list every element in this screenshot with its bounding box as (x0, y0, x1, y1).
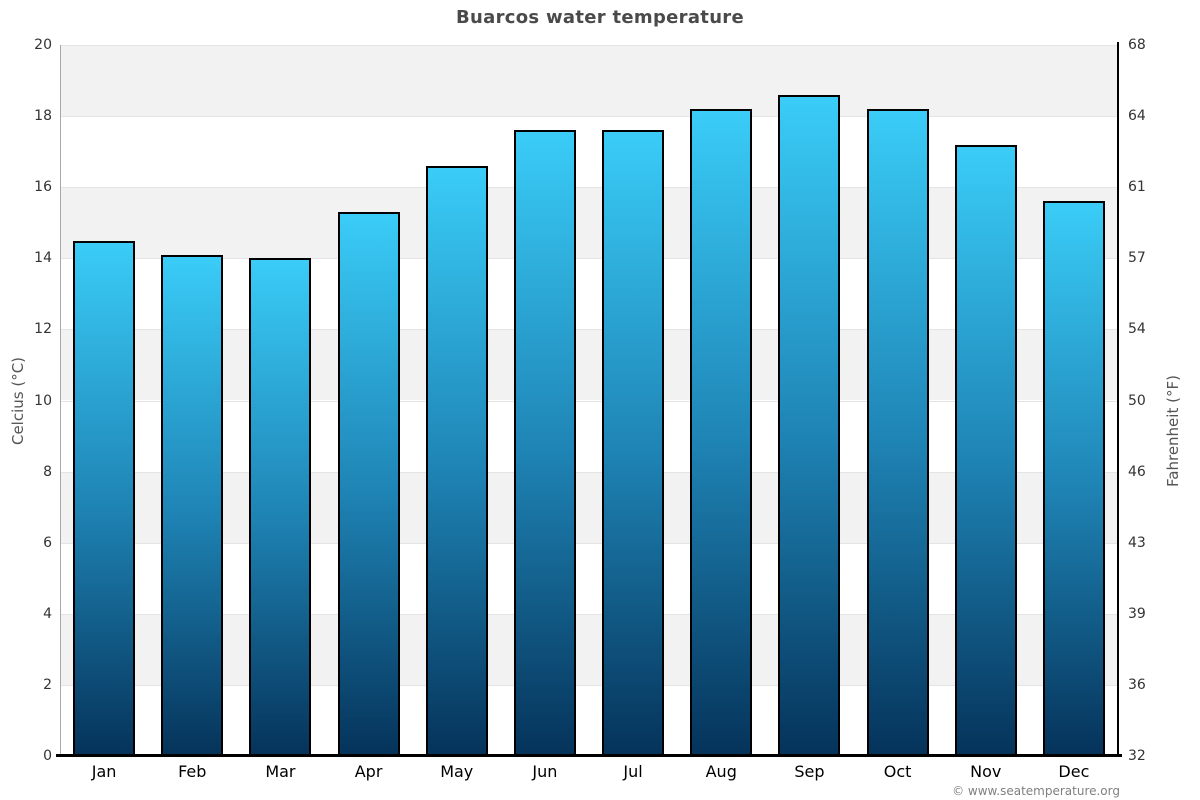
grid-band (60, 258, 1118, 330)
y-axis-line-left (60, 45, 61, 756)
bar-oct (866, 109, 929, 756)
copyright-watermark: © www.seatemperature.org (952, 784, 1120, 798)
y-axis-title-celsius: Celcius (°C) (9, 356, 27, 446)
bar-sep (778, 94, 841, 756)
month-label-aug: Aug (705, 762, 737, 781)
grid-band (60, 187, 1118, 259)
month-label-nov: Nov (970, 762, 1002, 781)
celsius-tick-18: 18 (34, 108, 52, 125)
y-axis-title-fahrenheit: Fahrenheit (°F) (1164, 375, 1182, 487)
bar-mar (249, 258, 312, 756)
fahrenheit-tick-46: 46 (1128, 463, 1146, 480)
grid-band (60, 116, 1118, 188)
celsius-tick-2: 2 (43, 676, 52, 693)
fahrenheit-tick-32: 32 (1128, 748, 1146, 764)
celsius-tick-0: 0 (43, 748, 52, 764)
grid-band (60, 542, 1118, 614)
bar-nov (954, 144, 1017, 756)
month-label-sep: Sep (794, 762, 825, 781)
fahrenheit-tick-50: 50 (1128, 392, 1146, 409)
month-label-jan: Jan (91, 762, 117, 781)
bar-jul (602, 130, 665, 756)
grid-band (60, 471, 1118, 543)
grid-band (60, 613, 1118, 685)
grid-band (60, 45, 1118, 117)
fahrenheit-tick-54: 54 (1128, 321, 1146, 338)
grid-band (60, 329, 1118, 401)
grid-band (60, 684, 1118, 756)
celsius-tick-16: 16 (34, 179, 52, 196)
fahrenheit-tick-36: 36 (1128, 676, 1146, 693)
celsius-tick-8: 8 (43, 463, 52, 480)
bar-apr (337, 212, 400, 756)
celsius-tick-14: 14 (34, 250, 52, 267)
celsius-tick-20: 20 (34, 37, 52, 53)
fahrenheit-tick-39: 39 (1128, 605, 1146, 622)
y-axis-line-right (1117, 42, 1119, 756)
month-label-oct: Oct (883, 762, 912, 781)
celsius-tick-6: 6 (43, 534, 52, 551)
month-label-dec: Dec (1058, 762, 1090, 781)
fahrenheit-tick-57: 57 (1128, 250, 1146, 267)
month-label-apr: Apr (354, 762, 383, 781)
celsius-tick-10: 10 (34, 392, 52, 409)
fahrenheit-tick-61: 61 (1128, 179, 1146, 196)
month-label-mar: Mar (265, 762, 296, 781)
bar-feb (161, 254, 224, 756)
celsius-tick-12: 12 (34, 321, 52, 338)
bar-jun (513, 130, 576, 756)
x-axis-line (56, 754, 1122, 757)
month-label-jul: Jul (623, 762, 643, 781)
bar-may (425, 165, 488, 756)
celsius-tick-4: 4 (43, 605, 52, 622)
bar-aug (690, 109, 753, 756)
month-label-may: May (440, 762, 474, 781)
chart-title: Buarcos water temperature (456, 7, 744, 28)
plot-area (60, 45, 1118, 756)
grid-band (60, 400, 1118, 472)
fahrenheit-tick-64: 64 (1128, 108, 1146, 125)
fahrenheit-tick-68: 68 (1128, 37, 1146, 53)
fahrenheit-tick-43: 43 (1128, 534, 1146, 551)
month-label-jun: Jun (532, 762, 558, 781)
month-label-feb: Feb (178, 762, 207, 781)
bar-dec (1042, 201, 1105, 756)
bar-jan (73, 240, 136, 756)
